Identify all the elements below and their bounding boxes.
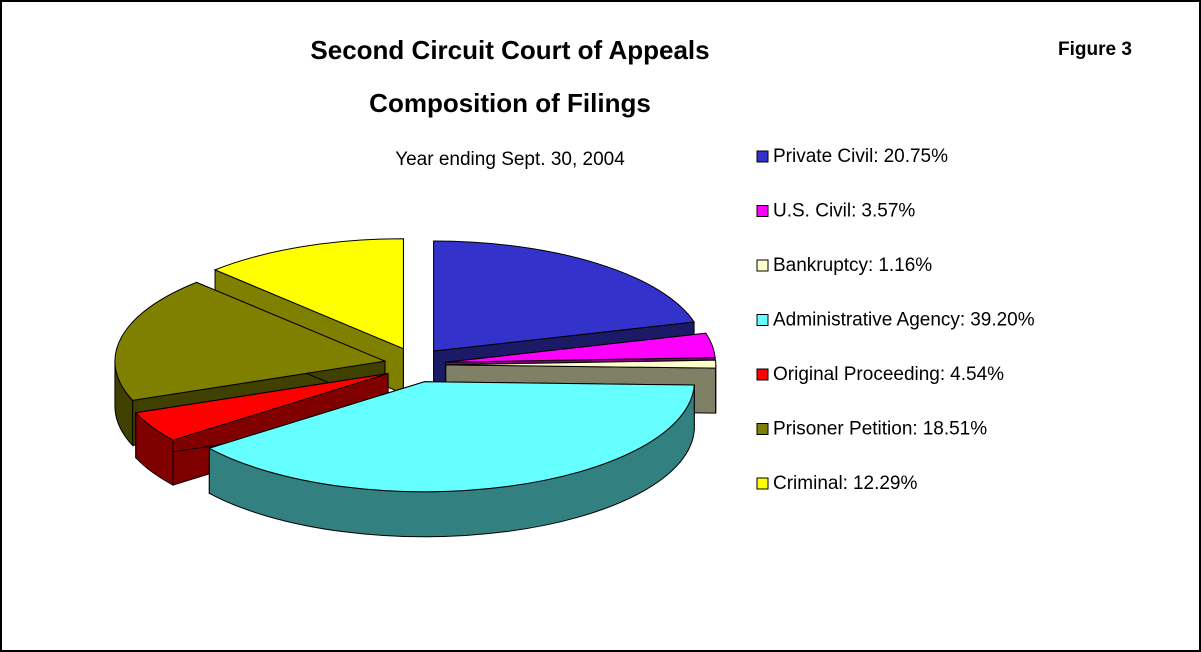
legend-value: 18.51% xyxy=(923,419,988,440)
legend: Private Civil: 20.75% U.S. Civil: 3.57% Bank… xyxy=(756,146,1035,494)
legend-label: Prisoner Petition: 18.51% xyxy=(773,419,987,440)
legend-value: 3.57% xyxy=(861,201,915,222)
legend-label: Administrative Agency: 39.20% xyxy=(773,310,1035,331)
legend-category: Administrative Agency: xyxy=(773,310,965,331)
legend-swatch xyxy=(756,423,769,435)
legend-category: Original Proceeding: xyxy=(773,364,945,385)
slice xyxy=(213,238,404,350)
slice xyxy=(445,332,716,363)
slice xyxy=(114,281,387,401)
legend-swatch xyxy=(756,205,769,217)
slice xyxy=(445,359,717,369)
legend-category: U.S. Civil: xyxy=(773,201,856,222)
chart-title: Second Circuit Court of Appeals xyxy=(310,35,709,65)
legend-value: 39.20% xyxy=(970,310,1035,331)
legend-swatch xyxy=(756,259,769,272)
legend-value: 1.16% xyxy=(878,255,932,276)
slice xyxy=(433,240,695,352)
legend-category: Criminal: xyxy=(773,473,848,494)
legend-label: Bankruptcy: 1.16% xyxy=(773,255,932,276)
legend-swatch xyxy=(756,477,769,490)
legend-label: Original Proceeding: 4.54% xyxy=(773,364,1004,385)
legend-value: 20.75% xyxy=(884,146,949,167)
legend-label: Private Civil: 20.75% xyxy=(773,146,948,167)
chart-subtitle: Year ending Sept. 30, 2004 xyxy=(395,149,625,170)
chart-title-line2: Composition of Filings xyxy=(369,88,651,118)
figure-label: Figure 3 xyxy=(1058,39,1132,60)
legend-swatch xyxy=(756,150,769,163)
legend-label: U.S. Civil: 3.57% xyxy=(773,201,915,222)
legend-category: Private Civil: xyxy=(773,146,879,167)
legend-category: Prisoner Petition: xyxy=(773,419,918,440)
legend-value: 4.54% xyxy=(950,364,1004,385)
slice xyxy=(208,381,695,493)
legend-label: Criminal: 12.29% xyxy=(773,473,917,494)
pie xyxy=(114,238,717,538)
legend-swatch xyxy=(756,368,769,381)
legend-category: Bankruptcy: xyxy=(773,255,873,276)
slice xyxy=(134,373,389,441)
legend-swatch xyxy=(756,314,769,326)
legend-value: 12.29% xyxy=(853,473,918,494)
